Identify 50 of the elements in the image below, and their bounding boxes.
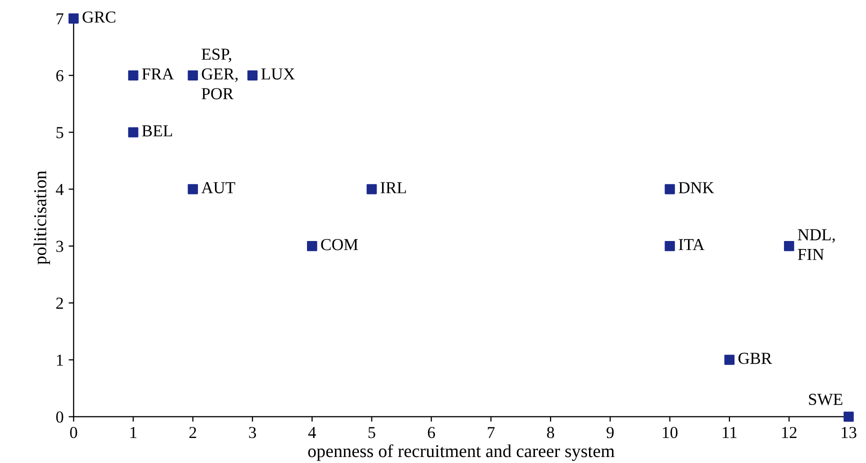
- point: [188, 70, 198, 80]
- x-tick-label: 6: [428, 426, 436, 438]
- y-tick-label: 1: [57, 354, 63, 366]
- annotation: BEL: [142, 125, 172, 136]
- point: [307, 240, 318, 252]
- annotation: ITA: [678, 239, 704, 250]
- y-tick-label: 2: [56, 298, 63, 309]
- point: [784, 240, 794, 252]
- x-tick-label: 11: [722, 426, 736, 438]
- point: [724, 354, 735, 365]
- point: [188, 184, 198, 194]
- x-tick-label: 10: [662, 426, 678, 438]
- point: [247, 70, 258, 80]
- x-tick-label: 4: [308, 427, 316, 438]
- point: [366, 184, 377, 194]
- annotation: SWE: [809, 394, 842, 406]
- point: [128, 127, 138, 138]
- y-tick-label: 5: [56, 127, 64, 138]
- y-tick-label: 6: [56, 70, 64, 82]
- point: [68, 13, 79, 24]
- annotation: GRC: [82, 11, 116, 23]
- x-axis-title: openness of recruitment and career system: [308, 444, 615, 461]
- y-tick-label: 7: [56, 13, 64, 24]
- y-tick-label: 0: [56, 411, 64, 423]
- x-tick-label: 3: [249, 426, 256, 438]
- y-axis-title: politicisation: [34, 170, 50, 264]
- point: [664, 240, 675, 252]
- annotation: NDL, FIN: [798, 229, 835, 260]
- x-tick-label: 5: [368, 427, 376, 438]
- annotation: AUT: [201, 182, 236, 194]
- annotation: DNK: [678, 182, 714, 194]
- x-tick-label: 13: [842, 426, 856, 438]
- x-tick-label: 12: [782, 426, 796, 438]
- y-tick-label: 4: [56, 184, 64, 195]
- y-tick-label: 3: [56, 240, 64, 252]
- annotation: GBR: [738, 352, 772, 364]
- annotation: LUX: [261, 68, 295, 80]
- x-tick-label: 0: [70, 426, 78, 438]
- annotation: COM: [321, 239, 358, 250]
- point: [844, 412, 854, 422]
- annotation: FRA: [142, 68, 174, 80]
- point: [128, 70, 138, 80]
- x-tick-label: 8: [547, 426, 554, 438]
- x-tick-label: 2: [189, 426, 196, 438]
- annotation: IRL: [380, 182, 406, 194]
- annotation: ESP, GER, POR: [202, 48, 238, 100]
- x-tick-label: 9: [606, 426, 614, 438]
- x-tick-label: 7: [488, 427, 495, 438]
- point: [664, 184, 675, 194]
- x-tick-label: 1: [130, 426, 136, 438]
